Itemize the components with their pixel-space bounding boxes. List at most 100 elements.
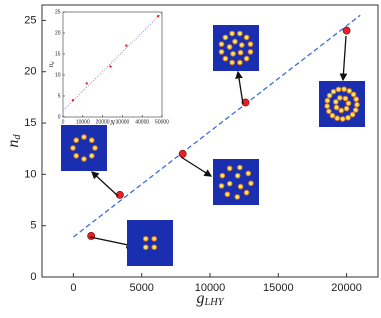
axis-label: N (109, 119, 115, 127)
droplet (151, 244, 158, 251)
droplet (353, 96, 360, 103)
droplet (339, 116, 346, 122)
droplet (345, 100, 352, 107)
data-point (87, 232, 96, 240)
droplet (342, 95, 349, 102)
droplet (337, 95, 343, 101)
y-tick-label: 15 (24, 117, 36, 129)
droplet (237, 49, 244, 56)
x-tick-label: 10000 (195, 282, 226, 294)
droplet (354, 101, 360, 108)
droplet (229, 59, 235, 66)
droplet (350, 91, 357, 98)
droplet (237, 164, 243, 171)
axis-label-sub: LHY (203, 297, 224, 308)
x-tick-label: 20000 (331, 282, 362, 294)
droplet (151, 235, 158, 242)
droplet (222, 55, 229, 62)
x-tick-label: 30000 (115, 119, 129, 125)
droplet (218, 41, 225, 47)
droplet (88, 152, 95, 159)
droplet (346, 88, 353, 94)
droplet-bg (127, 220, 173, 266)
droplet-bg (61, 125, 107, 171)
droplet (226, 165, 233, 172)
x-tick-label: 0 (62, 119, 65, 125)
fit-line (73, 14, 361, 238)
droplet (237, 183, 244, 190)
y-tick-label: 20 (55, 30, 61, 36)
droplet (81, 156, 87, 162)
droplet-image (213, 25, 259, 71)
droplet (92, 145, 98, 151)
axis-label: nd (47, 61, 55, 68)
axis-label-text: N (109, 119, 115, 127)
droplet-bg (213, 25, 259, 71)
droplet (243, 55, 250, 62)
droplet (324, 103, 330, 109)
droplet (234, 172, 241, 179)
y-tick-label: 25 (55, 9, 61, 15)
y-tick-label: 0 (58, 114, 61, 120)
arrow (339, 35, 348, 82)
droplet (229, 30, 235, 37)
y-tick-label: 10 (24, 168, 36, 180)
data-point (85, 82, 88, 85)
axis-label: nd (5, 134, 24, 148)
droplet (335, 86, 342, 93)
x-tick-label: 50000 (155, 119, 169, 125)
droplet (237, 30, 243, 37)
arrow (235, 70, 244, 105)
data-point (178, 149, 187, 158)
droplet (330, 88, 337, 95)
droplet (70, 145, 76, 151)
droplet (234, 194, 241, 200)
arrow (89, 236, 135, 249)
data-point (109, 65, 112, 68)
droplet (237, 59, 243, 66)
axis-label-sub: d (12, 134, 23, 140)
data-point (241, 98, 250, 107)
x-tick-label: 15000 (263, 282, 294, 294)
x-tick-label: 40000 (135, 119, 149, 125)
droplet (73, 152, 80, 159)
droplet (326, 108, 332, 115)
droplet (226, 180, 233, 187)
droplet (338, 107, 345, 114)
droplet (326, 92, 333, 99)
x-tick-label: 20000 (96, 119, 110, 125)
droplet-image (319, 81, 365, 127)
droplet (345, 114, 351, 121)
y-tick-label: 20 (24, 66, 36, 78)
data-point (342, 26, 351, 35)
axis-label-text: n (5, 140, 22, 148)
x-tick-label: 5000 (129, 282, 153, 294)
droplet (238, 42, 245, 48)
droplet (352, 107, 359, 113)
droplet (81, 134, 87, 140)
x-tick-label: 10000 (76, 119, 90, 125)
y-tick-label: 15 (55, 51, 61, 57)
droplet (222, 34, 229, 41)
droplet (343, 105, 350, 112)
droplet (243, 189, 250, 196)
droplet (142, 235, 149, 242)
droplet (247, 41, 254, 47)
droplet-image (127, 220, 173, 266)
arrow (91, 171, 119, 197)
y-tick-label: 25 (24, 14, 36, 26)
droplet (88, 137, 95, 144)
droplet (243, 34, 250, 41)
droplet (333, 99, 339, 105)
droplet (349, 111, 356, 118)
droplet (230, 50, 236, 57)
fit-line (62, 12, 163, 111)
droplet (218, 183, 225, 189)
droplet (324, 97, 331, 104)
y-tick-label: 5 (58, 93, 61, 99)
data-point (125, 44, 128, 47)
droplet (218, 49, 225, 55)
y-tick-label: 5 (30, 220, 36, 232)
droplet (334, 115, 341, 122)
